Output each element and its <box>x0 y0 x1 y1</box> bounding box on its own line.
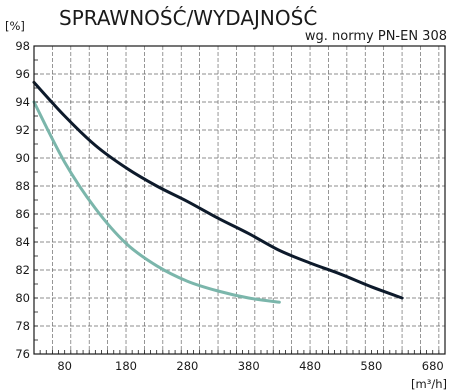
y-tick-label: 92 <box>15 123 30 137</box>
grid <box>34 46 445 354</box>
series-line-2 <box>32 100 281 304</box>
y-tick-label: 88 <box>15 179 30 193</box>
y-tick-label: 84 <box>15 235 30 249</box>
x-tick-label: 280 <box>176 359 198 373</box>
y-axis-label: [%] <box>5 19 25 33</box>
x-tick-label: 580 <box>360 359 382 373</box>
y-tick-label: 82 <box>15 263 30 277</box>
x-tick-label: 380 <box>238 359 260 373</box>
y-tick-label: 76 <box>15 347 30 361</box>
x-axis-label: [m³/h] <box>411 377 447 391</box>
series-line-1 <box>32 80 404 300</box>
y-tick-label: 86 <box>15 207 30 221</box>
plot-frame <box>33 45 446 355</box>
x-tick-label: 480 <box>299 359 321 373</box>
x-tick-label: 80 <box>57 359 72 373</box>
x-tick-label: 180 <box>115 359 137 373</box>
series-lines <box>32 80 404 304</box>
chart-title: SPRAWNOŚĆ/WYDAJNOŚĆ <box>59 6 317 30</box>
y-tick-label: 78 <box>15 319 30 333</box>
x-tick-label: 680 <box>422 359 444 373</box>
chart-subtitle: wg. normy PN-EN 308 <box>305 29 447 44</box>
y-tick-label: 96 <box>15 67 30 81</box>
y-tick-label: 90 <box>15 151 30 165</box>
y-tick-label: 80 <box>15 291 30 305</box>
y-tick-label: 98 <box>15 39 30 53</box>
tick-labels: 80 180 280 380 480 580 680 76 78 80 82 84 86 88 90 92 94… <box>15 39 443 373</box>
y-tick-label: 94 <box>15 95 30 109</box>
